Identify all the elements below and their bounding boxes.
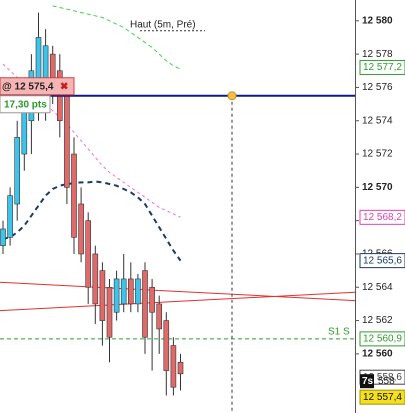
y-tick-label: 12 572 — [362, 149, 393, 160]
candle-body — [7, 195, 13, 238]
y-tick-label: 12 578 — [362, 49, 393, 60]
price-box-label: 12 565,6 — [363, 255, 402, 266]
candle-body — [106, 286, 113, 338]
candle-body — [113, 278, 120, 313]
candle-body — [14, 137, 20, 205]
last-price-box — [359, 389, 405, 405]
trend-line — [0, 281, 356, 302]
candle-body — [0, 228, 6, 246]
trend-line — [0, 291, 356, 312]
indicator-line — [2, 180, 182, 262]
position-price: @ 12 575,4 — [2, 81, 54, 92]
candle-body — [149, 286, 155, 313]
candle-body — [170, 345, 177, 388]
y-tick-label: 12 570 — [362, 182, 393, 193]
indicator-line — [52, 5, 181, 70]
candle-body — [85, 220, 91, 288]
cursor-dot — [227, 91, 237, 101]
candle-body — [120, 278, 127, 305]
y-tick-label: 12 580 — [362, 15, 393, 26]
pnl: 17,30 pts — [4, 99, 47, 110]
candle-body — [163, 320, 170, 371]
position-box — [0, 77, 75, 96]
price-box-label: 12 568,2 — [363, 212, 402, 223]
price-box — [359, 331, 405, 347]
price-box — [359, 253, 405, 269]
candle-body — [156, 303, 162, 330]
candle-body — [99, 270, 106, 321]
pnl-box — [0, 95, 51, 114]
y-tick-label: 12 560 — [362, 349, 393, 360]
candle-body — [177, 361, 184, 375]
price-box-label: 12 577,2 — [363, 62, 402, 73]
close-icon: ✖ — [60, 81, 68, 92]
candle-body — [64, 87, 70, 188]
y-tick-label: 12 564 — [362, 282, 393, 293]
timer-box — [360, 374, 374, 389]
y-tick-label: 12 576 — [362, 82, 393, 93]
y-tick-label: 12 562 — [362, 315, 393, 326]
y-tick-label: 12 574 — [362, 115, 393, 126]
price-box-label: 12 560,9 — [363, 334, 402, 345]
price-box — [359, 209, 405, 225]
timer-price: 558 — [378, 376, 395, 387]
candle-body — [78, 203, 84, 255]
candle-body — [92, 253, 99, 305]
price-box — [359, 59, 405, 75]
last-price-label: 12 557,4 — [363, 392, 402, 403]
candle-body — [135, 278, 141, 305]
support-label: S1 S — [328, 327, 350, 338]
candle-body — [142, 270, 148, 338]
annotation: Haut (5m, Pré) — [130, 19, 196, 30]
price-box-label: 12 558,6 — [363, 372, 402, 383]
candle-body — [128, 278, 134, 305]
candle-body — [71, 153, 77, 238]
timer: 7s — [362, 376, 374, 387]
